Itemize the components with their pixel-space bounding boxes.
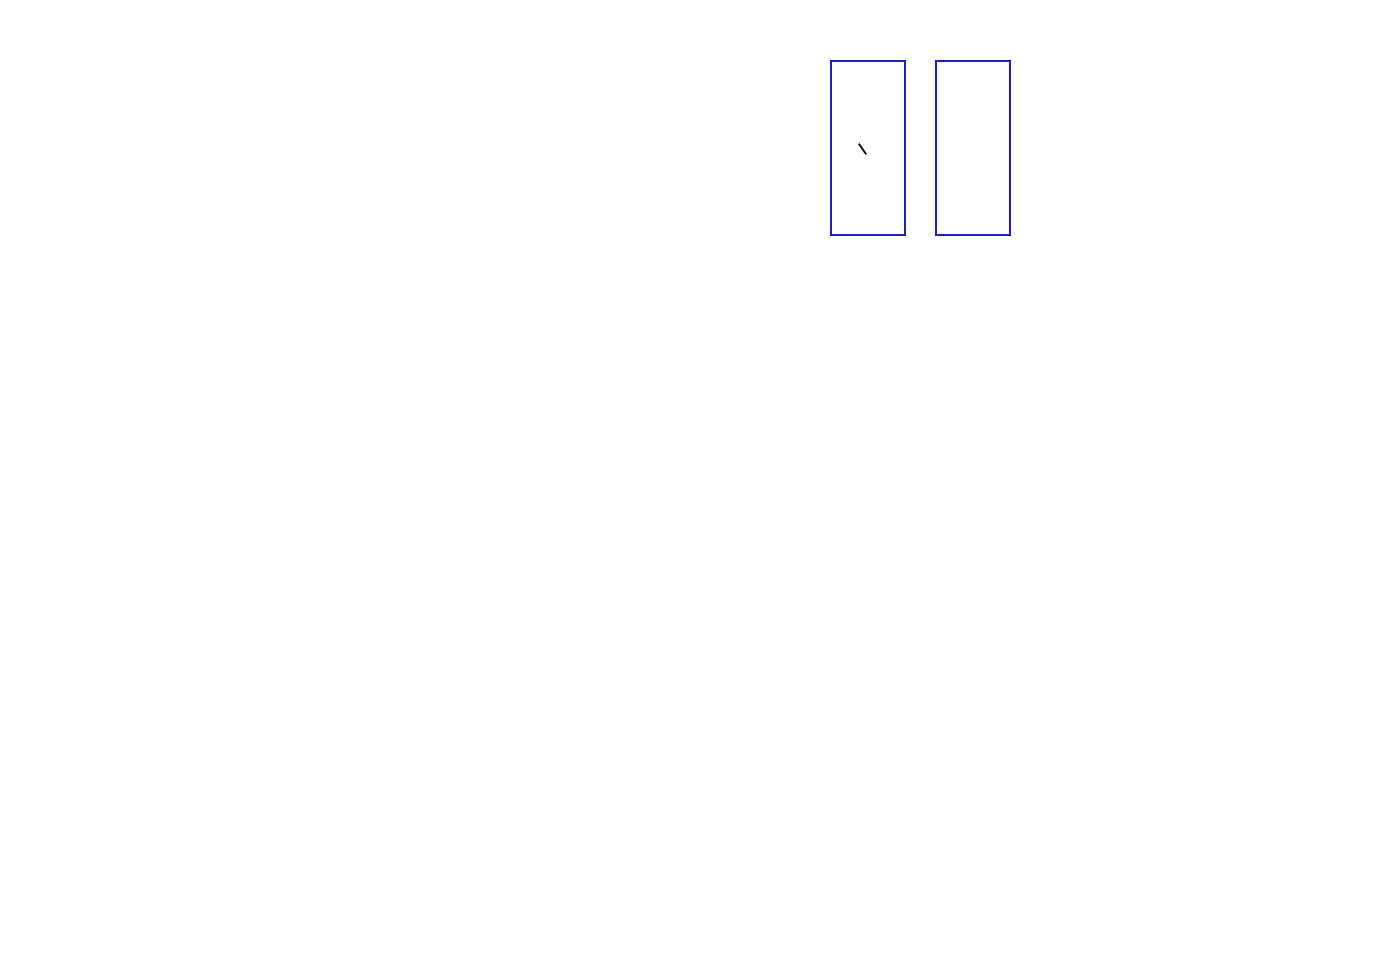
hsc-cutout-overlay xyxy=(404,525,604,705)
lineflux-map-overlay xyxy=(220,525,420,705)
hsc-cutout-image xyxy=(436,533,584,681)
fiber-positions-overlay xyxy=(36,525,236,705)
lineflux-map-image xyxy=(252,533,400,681)
with-sky-cutout-image xyxy=(830,60,906,236)
clean-cutout-image xyxy=(935,60,1011,236)
zoomed-spectrum-chart xyxy=(1020,48,1320,243)
fiber-positions-image xyxy=(68,533,216,681)
full-spectrum-chart xyxy=(80,255,1330,460)
